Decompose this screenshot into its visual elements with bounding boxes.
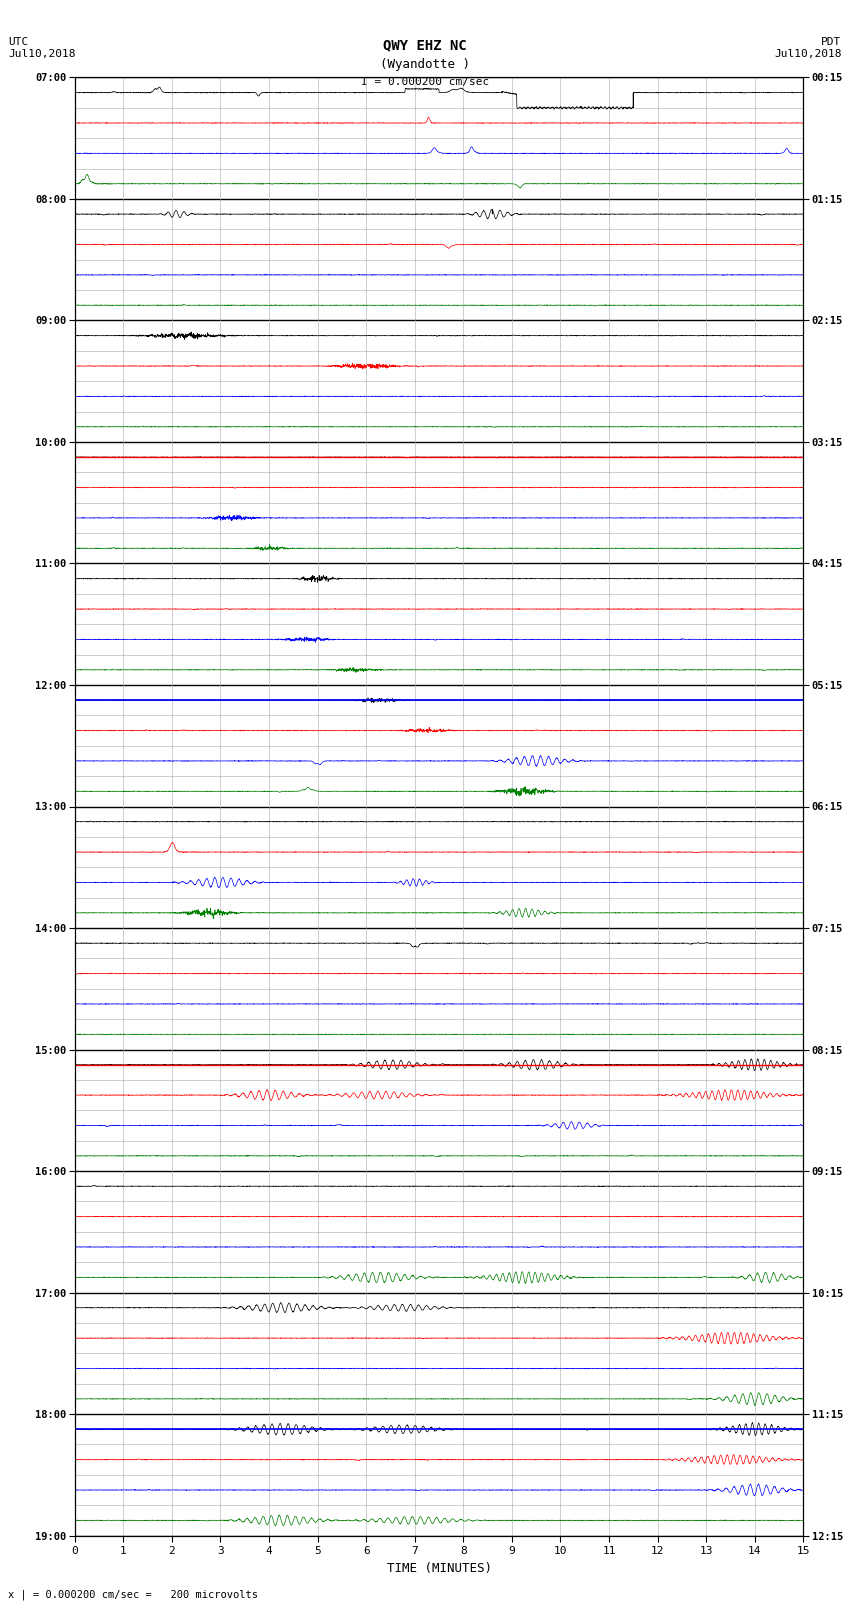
Text: QWY EHZ NC: QWY EHZ NC	[383, 39, 467, 53]
Text: UTC
Jul10,2018: UTC Jul10,2018	[8, 37, 76, 58]
Text: (Wyandotte ): (Wyandotte )	[380, 58, 470, 71]
Text: PDT
Jul10,2018: PDT Jul10,2018	[774, 37, 842, 58]
Text: I = 0.000200 cm/sec: I = 0.000200 cm/sec	[361, 77, 489, 87]
X-axis label: TIME (MINUTES): TIME (MINUTES)	[387, 1561, 491, 1574]
Text: x | = 0.000200 cm/sec =   200 microvolts: x | = 0.000200 cm/sec = 200 microvolts	[8, 1589, 258, 1600]
